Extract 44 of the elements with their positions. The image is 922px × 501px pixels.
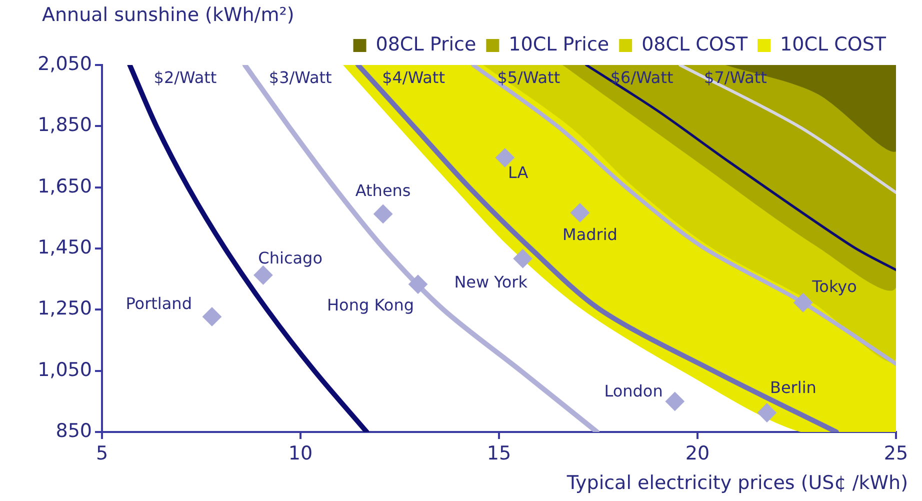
annotation: Tokyo bbox=[811, 276, 857, 296]
x-tick-label: 5 bbox=[96, 442, 108, 464]
legend-label: 10CL Price bbox=[508, 33, 610, 56]
annotation: Portland bbox=[126, 294, 192, 313]
y-tick-label: 1,850 bbox=[38, 114, 92, 136]
point bbox=[570, 203, 590, 222]
point bbox=[202, 307, 222, 326]
y-tick-label: 1,250 bbox=[38, 298, 92, 320]
annotation: Chicago bbox=[258, 248, 322, 268]
annotation: Berlin bbox=[770, 378, 816, 397]
y-tick-label: 1,450 bbox=[38, 236, 92, 258]
annotation: LA bbox=[508, 162, 528, 182]
legend-label: 08CL Price bbox=[376, 33, 476, 56]
x-tick-label: 25 bbox=[884, 442, 908, 464]
point bbox=[513, 249, 532, 268]
legend-label: 10CL COST bbox=[780, 33, 886, 56]
point bbox=[495, 148, 514, 168]
series-label: $4/Watt bbox=[382, 68, 445, 88]
x-tick-label: 15 bbox=[486, 442, 512, 464]
y-tick-label: 1,050 bbox=[38, 358, 92, 381]
annotation: New York bbox=[454, 272, 528, 292]
point bbox=[254, 266, 273, 285]
annotation: Athens bbox=[355, 181, 411, 200]
annotation: Hong Kong bbox=[327, 295, 414, 314]
x-tick-label: 10 bbox=[288, 442, 313, 464]
point bbox=[665, 392, 684, 411]
point bbox=[374, 204, 393, 224]
point bbox=[757, 403, 776, 422]
point bbox=[408, 274, 428, 294]
x-tick-label: 20 bbox=[685, 442, 710, 464]
series-label: $6/Watt bbox=[610, 68, 674, 88]
y-axis-title: Annual sunshine (kWh/m²) bbox=[42, 4, 294, 26]
y-tick-label: 2,050 bbox=[38, 52, 92, 75]
y-tick-label: 1,650 bbox=[38, 175, 92, 198]
x-axis-title: Typical electricity prices (US¢ /kWh) bbox=[566, 472, 908, 494]
series-label: $2/Watt bbox=[154, 68, 217, 88]
series-label: $7/Watt bbox=[704, 68, 767, 88]
legend-label: 08CL COST bbox=[642, 33, 748, 56]
point bbox=[794, 293, 813, 312]
annotation: Madrid bbox=[562, 224, 618, 244]
annotation: London bbox=[604, 382, 663, 401]
series-label: $5/Watt bbox=[497, 68, 560, 88]
y-tick-label: 850 bbox=[56, 420, 92, 442]
series-label: $3/Watt bbox=[268, 68, 332, 88]
